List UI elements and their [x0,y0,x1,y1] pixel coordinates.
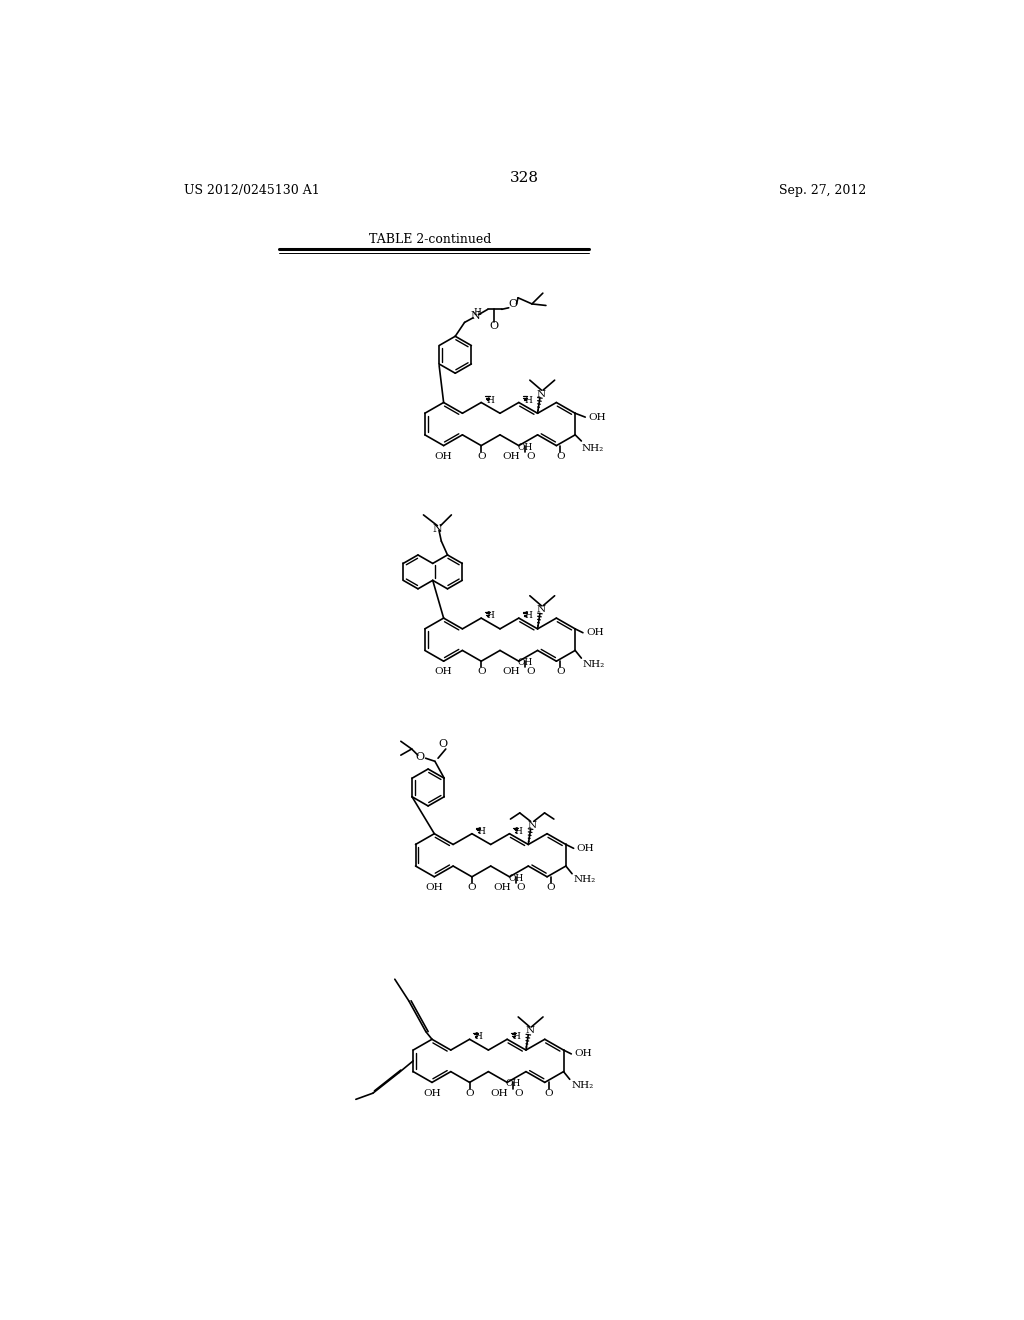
Text: O: O [556,668,564,676]
Text: N: N [537,389,546,399]
Text: H: H [486,396,495,405]
Text: OH: OH [493,883,511,892]
Text: N: N [527,821,537,830]
Text: NH₂: NH₂ [573,875,596,884]
Text: O: O [416,752,425,763]
Text: OH: OH [517,442,532,451]
Text: O: O [547,883,555,892]
Text: OH: OH [506,1080,521,1089]
Text: OH: OH [502,668,520,676]
Text: O: O [526,668,535,676]
Text: O: O [438,739,447,750]
Text: NH₂: NH₂ [571,1081,594,1090]
Text: O: O [545,1089,553,1098]
Text: H: H [486,611,495,620]
Text: N: N [432,524,442,533]
Text: TABLE 2-continued: TABLE 2-continued [369,232,492,246]
Text: H: H [475,1032,483,1041]
Text: OH: OH [574,1049,592,1059]
Text: NH₂: NH₂ [583,660,605,669]
Text: O: O [477,451,485,461]
Text: H: H [473,308,481,317]
Text: O: O [556,451,564,461]
Text: O: O [508,298,517,309]
Text: O: O [477,668,485,676]
Text: OH: OH [502,451,520,461]
Text: OH: OH [426,883,443,892]
Text: OH: OH [490,1089,508,1098]
Text: O: O [468,883,476,892]
Text: OH: OH [586,628,603,638]
Text: H: H [477,826,485,836]
Text: OH: OH [435,668,453,676]
Text: O: O [489,321,499,331]
Text: H: H [524,396,532,405]
Text: N: N [525,1027,535,1035]
Text: Sep. 27, 2012: Sep. 27, 2012 [778,185,866,197]
Text: O: O [514,1089,523,1098]
Text: OH: OH [423,1089,440,1098]
Text: N: N [470,312,480,321]
Text: OH: OH [577,843,594,853]
Text: O: O [517,883,525,892]
Text: OH: OH [435,451,453,461]
Text: OH: OH [517,659,532,667]
Text: OH: OH [589,413,606,421]
Text: H: H [524,611,532,620]
Text: NH₂: NH₂ [582,445,603,453]
Text: H: H [513,1032,520,1041]
Text: O: O [465,1089,474,1098]
Text: O: O [526,451,535,461]
Text: US 2012/0245130 A1: US 2012/0245130 A1 [183,185,319,197]
Text: 328: 328 [510,170,540,185]
Text: H: H [515,826,522,836]
Text: OH: OH [508,874,523,883]
Text: N: N [537,605,546,614]
